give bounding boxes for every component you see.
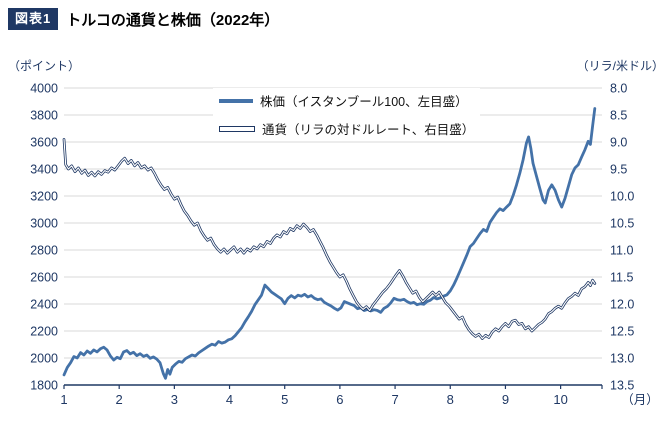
left-axis-tick-label: 2600 [30,271,58,285]
chart-legend: 株価（イスタンブール100、左目盛） 通貨（リラの対ドルレート、右目盛） [213,88,481,141]
right-axis-tick-label: 12.0 [610,298,634,312]
right-axis-unit-label: （リラ/米ドル） [576,59,664,73]
chart-title: トルコの通貨と株価（2022年） [66,11,280,29]
left-axis-tick-label: 2800 [30,244,58,258]
left-axis-tick-label: 2000 [30,352,58,366]
right-axis-tick-label: 8.5 [610,109,627,123]
x-axis-tick-label: 3 [171,392,178,407]
chart-header: 図表1 トルコの通貨と株価（2022年） [8,8,279,30]
x-axis-tick-label: 1 [60,392,67,407]
left-axis-unit-label: （ポイント） [8,59,81,73]
right-axis-tick-label: 10.0 [610,190,634,204]
left-axis-tick-label: 1800 [30,379,58,393]
currency-line-sample [219,125,255,132]
x-axis-tick-label: 7 [391,392,398,407]
x-axis-tick-label: 10 [553,392,567,407]
right-axis-tick-label: 11.5 [610,271,633,285]
left-axis-tick-label: 3200 [30,190,58,204]
left-axis-tick-label: 3400 [30,163,58,177]
x-axis-tick-label: 4 [226,392,233,407]
right-axis-tick-label: 8.0 [610,82,627,96]
right-axis-tick-label: 10.5 [610,217,634,231]
x-axis-unit-label: （月） [621,393,659,407]
x-axis-tick-label: 5 [281,392,288,407]
right-axis-tick-label: 13.5 [610,379,634,393]
right-axis-tick-label: 11.0 [610,244,633,258]
x-axis-tick-label: 2 [116,392,123,407]
left-axis-tick-label: 3800 [30,109,58,123]
legend-row-currency: 通貨（リラの対ドルレート、右目盛） [219,119,474,138]
stock-line-sample [219,98,253,103]
figure-number-badge: 図表1 [8,8,59,30]
legend-label-currency: 通貨（リラの対ドルレート、右目盛） [262,123,475,137]
currency-line-core [63,138,596,340]
right-axis-tick-label: 13.0 [610,352,634,366]
left-axis-tick-label: 2200 [30,325,58,339]
right-axis-tick-label: 9.0 [610,136,627,150]
stock-price-line [62,107,597,380]
left-axis-tick-label: 3600 [30,136,58,150]
legend-label-stock: 株価（イスタンブール100、左目盛） [260,95,468,109]
legend-row-stock: 株価（イスタンブール100、左目盛） [219,91,474,110]
x-axis-tick-label: 9 [502,392,509,407]
x-axis-tick-label: 8 [447,392,454,407]
left-axis-tick-label: 4000 [30,82,58,96]
right-axis-tick-label: 9.5 [610,163,627,177]
left-axis-tick-label: 2400 [30,298,58,312]
right-axis-tick-label: 12.5 [610,325,634,339]
left-axis-tick-label: 3000 [30,217,58,231]
x-axis-tick-label: 6 [336,392,343,407]
